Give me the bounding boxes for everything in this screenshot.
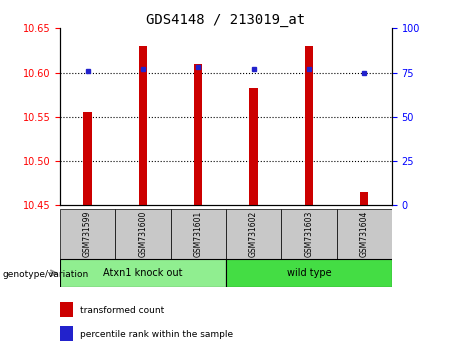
Bar (115, 209, 171, 259)
Text: GSM731604: GSM731604 (360, 211, 369, 257)
Text: GSM731601: GSM731601 (194, 211, 203, 257)
Bar (60, 209, 115, 259)
Bar (249, 88, 258, 205)
Bar (60, 259, 226, 287)
Bar (360, 192, 368, 205)
Text: GSM731599: GSM731599 (83, 211, 92, 257)
Bar (171, 209, 226, 259)
Text: GSM731600: GSM731600 (138, 211, 148, 257)
Bar (281, 209, 337, 259)
Text: GSM731603: GSM731603 (304, 211, 313, 257)
Text: Atxn1 knock out: Atxn1 knock out (103, 268, 183, 278)
Text: GSM731602: GSM731602 (249, 211, 258, 257)
Bar (337, 209, 392, 259)
Bar (226, 209, 281, 259)
Bar (305, 46, 313, 205)
Text: genotype/variation: genotype/variation (2, 270, 89, 279)
Text: percentile rank within the sample: percentile rank within the sample (80, 330, 233, 339)
Bar (226, 259, 392, 287)
Bar (194, 64, 202, 205)
Bar (60, 302, 73, 317)
Bar (60, 326, 73, 341)
Bar (139, 46, 147, 205)
Title: GDS4148 / 213019_at: GDS4148 / 213019_at (146, 13, 306, 27)
Bar (83, 112, 92, 205)
Text: wild type: wild type (287, 268, 331, 278)
Text: transformed count: transformed count (80, 306, 164, 315)
